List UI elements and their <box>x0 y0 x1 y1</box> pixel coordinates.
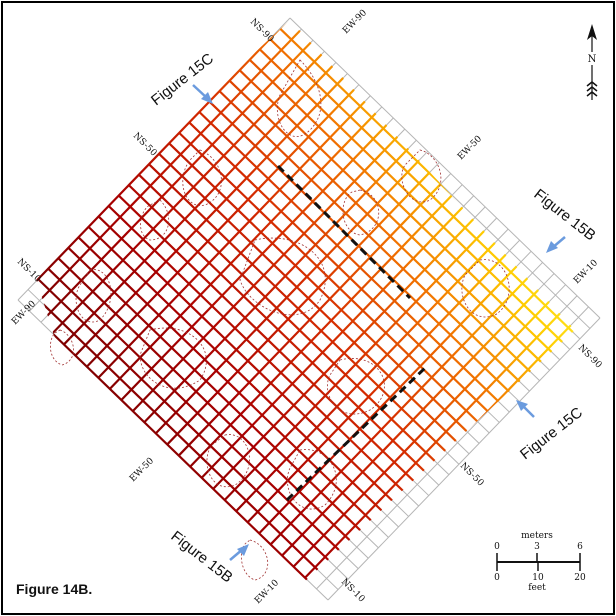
figure-caption: Figure 14B. <box>16 581 92 597</box>
scale-bar: meters 0 3 6 0 10 20 feet <box>494 531 586 593</box>
label-ew-bottom: EW-10 <box>253 578 281 606</box>
fig15c-lower-label: Figure 15C <box>517 404 586 463</box>
scale-meters-tick-2: 6 <box>577 542 583 552</box>
north-label: N <box>588 54 597 65</box>
heat-grid-line-b-19 <box>97 215 410 518</box>
base-grid-line-b-0 <box>289 17 601 319</box>
label-ns-upper-left: NS-50 <box>131 131 159 159</box>
heat-grid-line-a-7 <box>97 95 372 379</box>
heat-grid-line-a-6 <box>86 83 360 368</box>
heat-grid-line-b-4 <box>248 58 561 361</box>
label-ns-lower-right: NS-50 <box>458 461 486 489</box>
label-ew-lower-left: EW-50 <box>128 456 156 484</box>
contour-lines <box>50 59 510 581</box>
label-ns-top: NS-90 <box>248 17 276 45</box>
heat-grid <box>30 20 575 600</box>
heat-grid-line-b-18 <box>107 205 420 507</box>
base-grid-line-a-27 <box>327 317 601 601</box>
heat-grid-line-a-19 <box>235 228 509 512</box>
heat-grid-line-b-24 <box>47 267 359 570</box>
heat-grid-line-b-21 <box>77 236 390 539</box>
heat-grid-line-b-23 <box>57 257 370 560</box>
heat-grid-line-b-16 <box>128 184 440 486</box>
label-ew-upper-right: EW-50 <box>456 134 484 162</box>
heat-grid-line-b-6 <box>228 79 541 382</box>
heat-grid-line-a-9 <box>120 117 395 401</box>
heat-grid-line-a-13 <box>166 161 441 446</box>
heat-grid-line-a-17 <box>212 206 486 490</box>
heat-grid-line-a-16 <box>200 195 475 479</box>
heat-grid-line-b-13 <box>158 152 470 455</box>
heat-grid-line-a-22 <box>269 261 544 546</box>
label-ns-right: NS-90 <box>576 343 604 371</box>
scale-meters-tick-1: 3 <box>534 542 540 552</box>
heat-grid-line-b-25 <box>37 278 349 580</box>
heat-grid-line-a-24 <box>292 283 567 568</box>
heat-grid-line-a-25 <box>304 295 575 579</box>
scale-feet-tick-2: 20 <box>574 573 586 583</box>
heat-grid-line-b-27 <box>30 299 329 600</box>
heat-grid-line-a-11 <box>143 139 418 423</box>
heat-grid-line-a-14 <box>177 172 452 457</box>
fig15b-lower-arrow <box>229 544 249 561</box>
heat-grid-line-a-12 <box>154 150 429 435</box>
heat-grid-line-a-0 <box>30 20 291 301</box>
scale-feet-tick-1: 10 <box>532 573 544 583</box>
label-ew-left: EW-90 <box>10 299 38 327</box>
label-ew-top: EW-90 <box>341 8 369 36</box>
scale-units-bottom: feet <box>528 583 546 593</box>
heat-grid-line-b-17 <box>117 194 430 497</box>
label-ew-right: EW-10 <box>572 258 600 286</box>
heat-grid-line-a-1 <box>30 28 303 312</box>
fig15b-right-arrow <box>546 236 566 253</box>
fig15c-upper-arrow <box>192 84 213 104</box>
heat-grid-line-b-2 <box>269 38 575 340</box>
heat-grid-line-b-10 <box>188 121 501 424</box>
heat-grid-line-a-10 <box>132 128 406 412</box>
label-ns-left: NS-10 <box>15 257 43 285</box>
heat-grid-line-b-5 <box>238 69 551 372</box>
heat-grid-line-a-21 <box>258 250 532 535</box>
heat-grid-line-b-22 <box>67 246 380 549</box>
heat-grid-line-b-7 <box>218 90 531 392</box>
heat-grid-line-b-14 <box>148 163 460 466</box>
heat-grid-line-b-12 <box>168 142 480 445</box>
heat-grid-line-b-3 <box>259 48 571 351</box>
heat-grid-line-b-11 <box>178 132 490 434</box>
heat-grid-line-a-20 <box>246 239 521 523</box>
fig15c-lower-arrow <box>516 400 535 418</box>
scale-meters-tick-0: 0 <box>494 542 500 552</box>
heat-grid-line-b-15 <box>138 173 450 476</box>
label-ns-bottom: NS-10 <box>339 577 367 605</box>
heat-grid-line-a-15 <box>189 183 464 468</box>
heat-grid-line-a-2 <box>40 39 314 323</box>
scale-feet-tick-0: 0 <box>494 573 500 583</box>
base-grid <box>17 17 601 601</box>
heat-grid-line-a-5 <box>74 72 349 357</box>
heat-grid-line-a-23 <box>281 272 555 557</box>
heat-grid-line-a-4 <box>63 61 337 346</box>
fig15b-lower-label: Figure 15B <box>168 528 236 587</box>
heat-grid-line-b-26 <box>30 288 339 591</box>
section-line-upper <box>276 164 412 300</box>
north-arrow-icon <box>586 24 598 100</box>
section-line-lower <box>285 366 427 502</box>
fig15b-right-label: Figure 15B <box>531 186 599 245</box>
heat-grid-line-b-9 <box>198 111 511 413</box>
heat-grid-line-a-8 <box>109 106 383 390</box>
heat-grid-line-b-20 <box>87 226 400 528</box>
scale-units-top: meters <box>521 531 553 541</box>
